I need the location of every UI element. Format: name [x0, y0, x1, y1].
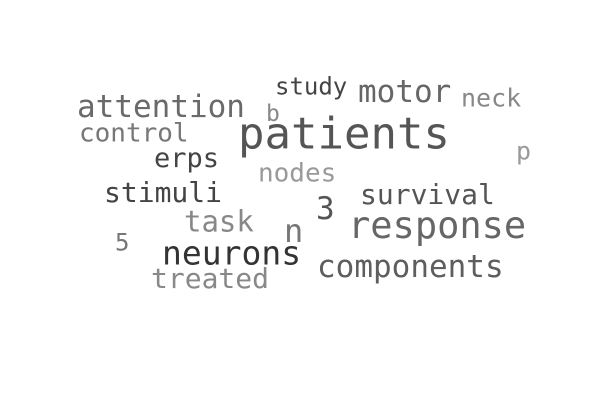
word-stimuli: stimuli — [104, 176, 223, 210]
word-components: components — [317, 248, 504, 285]
word-task: task — [184, 204, 254, 239]
word-b: b — [266, 101, 280, 128]
word-3: 3 — [316, 190, 335, 227]
word-nodes: nodes — [258, 158, 337, 189]
word-survival: survival — [360, 178, 495, 212]
word-motor: motor — [358, 73, 452, 110]
word-5: 5 — [115, 228, 130, 257]
word-neck: neck — [461, 83, 522, 113]
word-p: p — [516, 136, 532, 166]
word-erps: erps — [154, 142, 220, 174]
word-attention: attention — [77, 88, 245, 125]
word-study: study — [275, 72, 348, 101]
word-control: control — [79, 118, 189, 149]
word-n: n — [284, 212, 304, 251]
word-response: response — [348, 204, 527, 248]
word-patients: patients — [238, 108, 450, 160]
word-neurons: neurons — [162, 233, 302, 273]
word-treated: treated — [151, 262, 270, 296]
